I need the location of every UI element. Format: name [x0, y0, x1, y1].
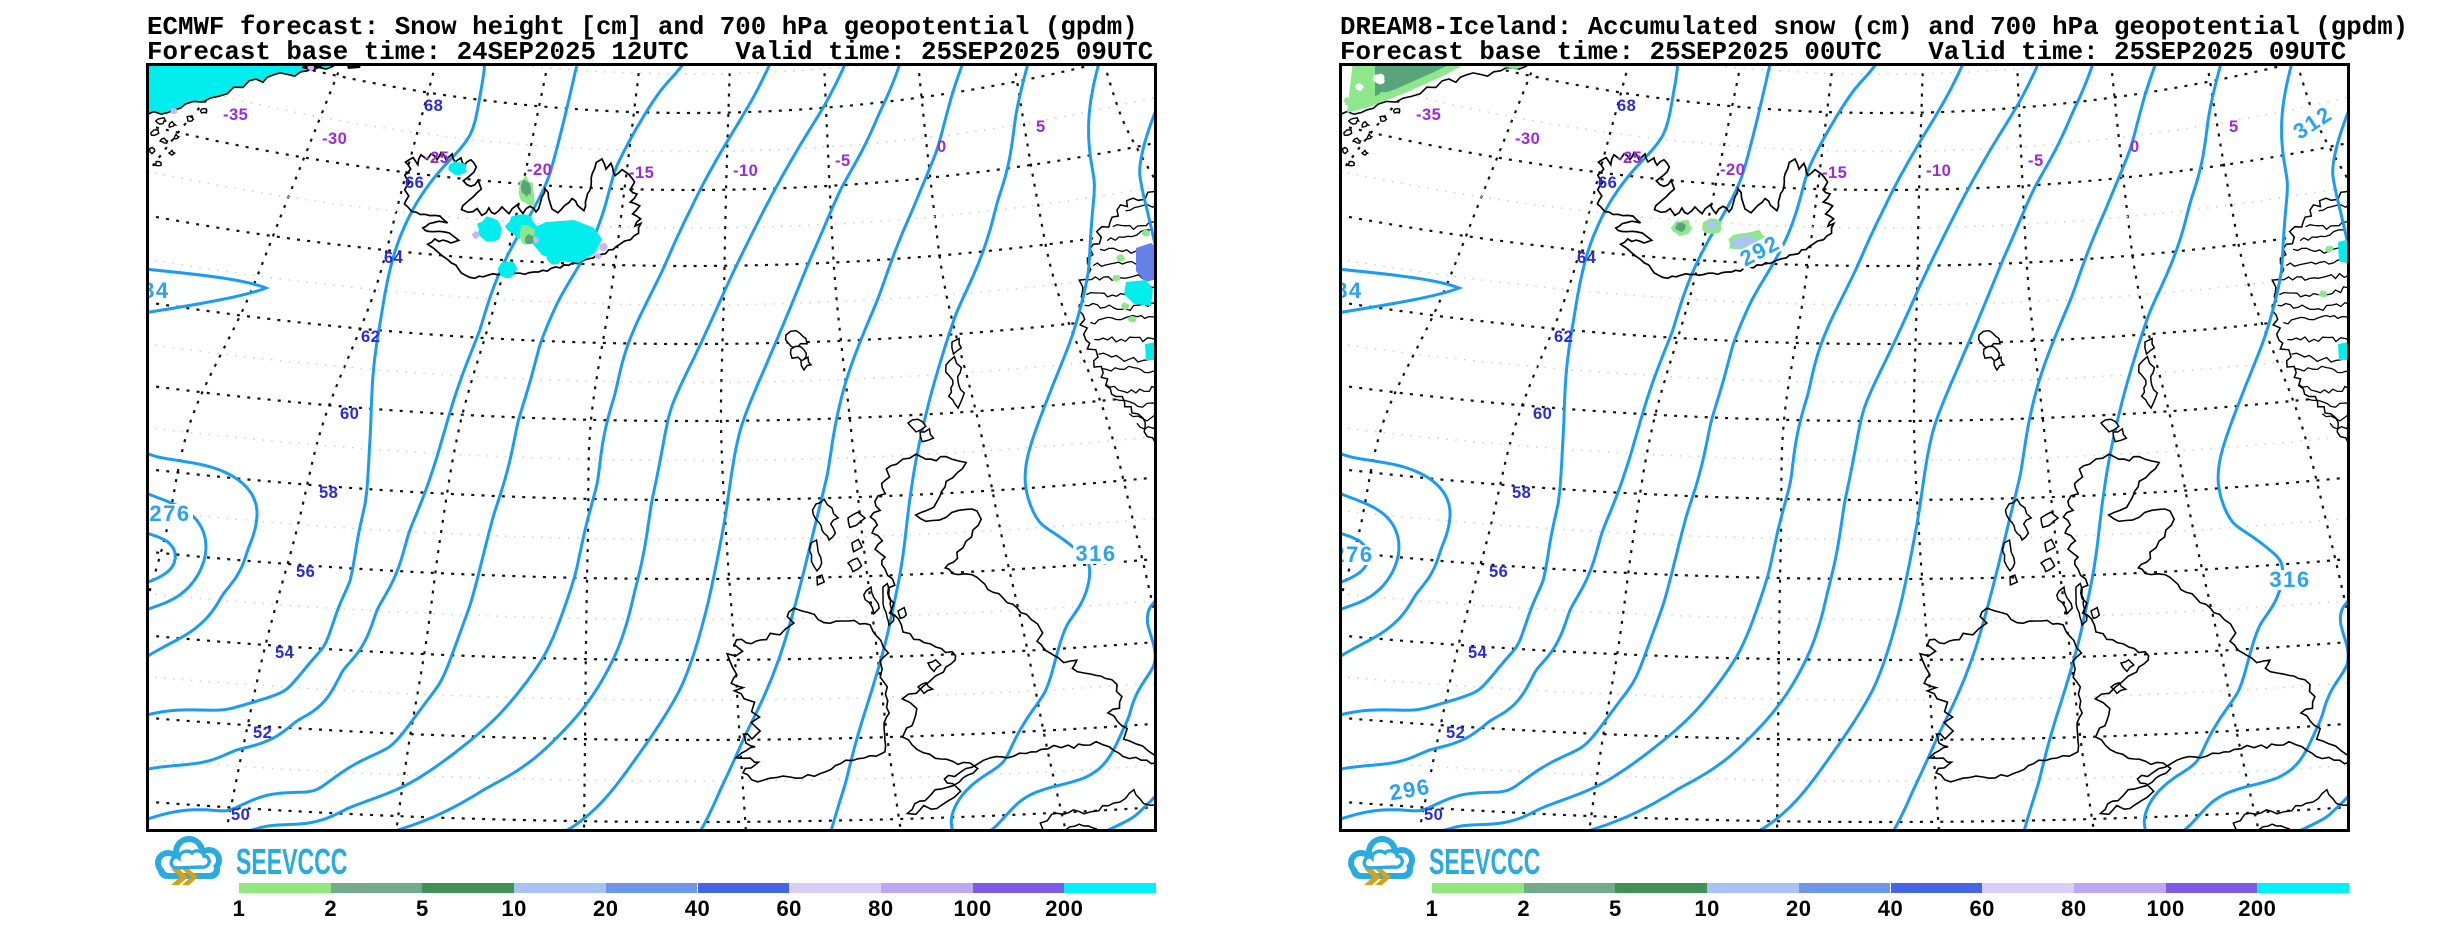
svg-text:56: 56 — [1489, 563, 1508, 581]
svg-text:62: 62 — [361, 328, 380, 346]
svg-text:66: 66 — [1598, 174, 1617, 192]
svg-text:-10: -10 — [733, 162, 758, 180]
svg-text:64: 64 — [384, 249, 404, 267]
svg-text:56: 56 — [296, 563, 315, 581]
svg-text:52: 52 — [253, 724, 272, 742]
svg-text:58: 58 — [319, 484, 338, 502]
svg-text:-10: -10 — [1926, 162, 1951, 180]
svg-text:60: 60 — [340, 405, 359, 423]
svg-text:54: 54 — [1468, 644, 1488, 662]
svg-text:58: 58 — [1512, 484, 1531, 502]
svg-text:276: 276 — [1339, 542, 1374, 567]
svg-text:5: 5 — [1036, 118, 1046, 136]
svg-text:68: 68 — [1617, 97, 1636, 115]
svg-text:-30: -30 — [1515, 130, 1540, 148]
svg-text:316: 316 — [1075, 541, 1116, 566]
svg-text:50: 50 — [231, 806, 250, 824]
svg-text:-35: -35 — [223, 106, 248, 124]
svg-text:62: 62 — [1554, 328, 1573, 346]
svg-text:-35: -35 — [1416, 106, 1441, 124]
svg-text:0: 0 — [2130, 138, 2140, 156]
svg-text:-5: -5 — [2028, 152, 2044, 170]
svg-text:60: 60 — [1533, 405, 1552, 423]
svg-text:64: 64 — [1577, 249, 1597, 267]
svg-text:-20: -20 — [527, 161, 552, 179]
svg-text:-15: -15 — [1822, 164, 1847, 182]
svg-text:-20: -20 — [1720, 161, 1745, 179]
svg-text:-5: -5 — [835, 152, 851, 170]
svg-text:54: 54 — [275, 644, 295, 662]
svg-text:-25: -25 — [424, 149, 449, 167]
svg-text:-25: -25 — [1617, 149, 1642, 167]
svg-text:5: 5 — [2229, 118, 2239, 136]
svg-text:0: 0 — [937, 138, 947, 156]
svg-text:66: 66 — [405, 174, 424, 192]
svg-text:276: 276 — [149, 501, 190, 526]
svg-text:52: 52 — [1446, 724, 1465, 742]
svg-text:-15: -15 — [629, 164, 654, 182]
svg-text:-30: -30 — [322, 130, 347, 148]
svg-text:316: 316 — [2269, 567, 2310, 592]
svg-text:284: 284 — [146, 278, 170, 303]
svg-text:68: 68 — [424, 97, 443, 115]
svg-text:284: 284 — [1339, 278, 1363, 303]
svg-text:50: 50 — [1424, 806, 1443, 824]
